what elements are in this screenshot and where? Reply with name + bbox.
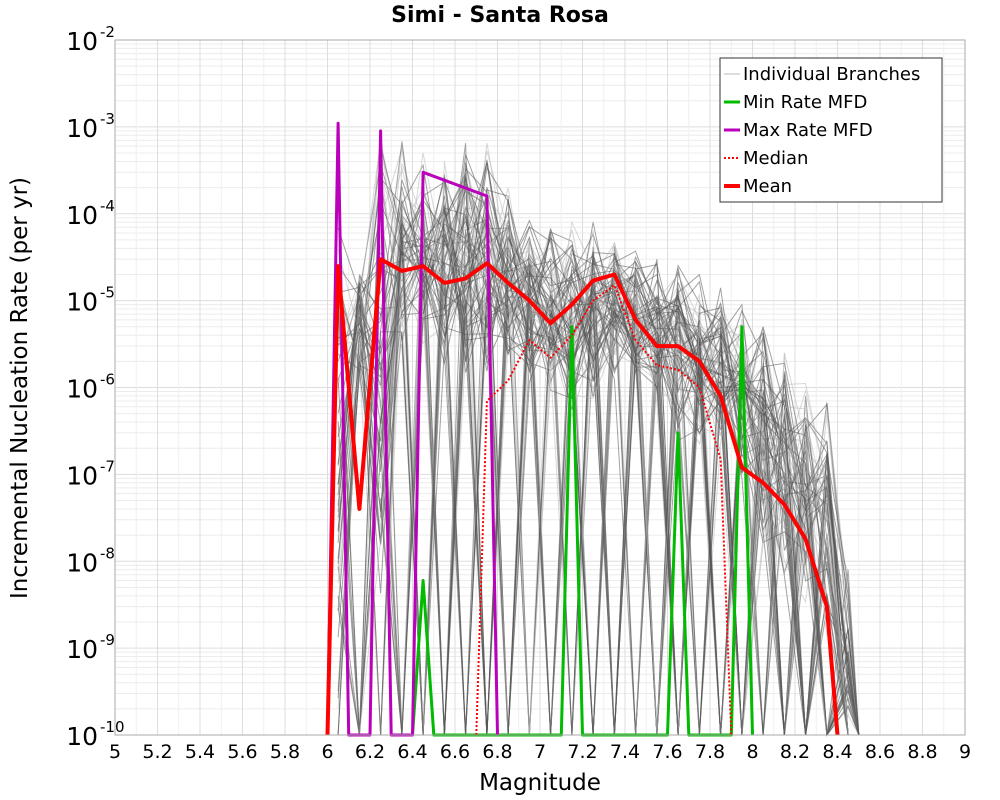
branch-line — [401, 206, 859, 736]
y-tick-base: 10 — [66, 548, 98, 577]
branch-line — [337, 154, 859, 736]
y-tick-base: 10 — [66, 114, 98, 143]
branch-line — [337, 181, 859, 736]
y-tick-label: 10 -6 — [66, 371, 115, 404]
x-tick-label: 6 — [321, 741, 333, 763]
y-tick-exponent: -2 — [100, 23, 115, 41]
y-tick-exponent: -3 — [100, 110, 115, 128]
branch-line — [337, 256, 860, 736]
legend-label: Median — [743, 148, 808, 169]
plot-frame — [114, 39, 966, 736]
x-tick-label: 5 — [109, 741, 121, 763]
x-axis-ticks: 5 5.2 5.4 5.6 5.8 6 6.2 6.4 6.6 6.8 7 7.2 7.4 7.6 7.8 8… — [109, 741, 971, 763]
y-tick-base: 10 — [66, 722, 98, 751]
y-tick-base: 10 — [66, 375, 98, 404]
y-axis-label: Incremental Nucleation Rate (per yr) — [7, 177, 33, 599]
y-tick-label: 10 -9 — [66, 631, 115, 664]
x-tick-label: 8.4 — [822, 741, 852, 763]
y-tick-exponent: -4 — [100, 197, 115, 215]
max-rate-mfd-line — [326, 121, 499, 737]
branch-line — [337, 192, 859, 736]
y-tick-label: 10 -3 — [66, 110, 115, 143]
y-tick-exponent: -7 — [100, 457, 115, 475]
y-tick-label: 10 -4 — [66, 197, 115, 230]
y-tick-base: 10 — [66, 288, 98, 317]
legend-label: Max Rate MFD — [743, 120, 873, 141]
branch-line — [337, 166, 860, 736]
x-tick-label: 5.2 — [142, 741, 172, 763]
median-line — [475, 284, 733, 736]
x-tick-label: 6.4 — [397, 741, 427, 763]
legend-label: Individual Branches — [743, 64, 920, 85]
y-tick-base: 10 — [66, 27, 98, 56]
legend: Individual Branches Min Rate MFD Max Rate … — [719, 57, 943, 203]
branch-line — [337, 249, 860, 736]
legend-box — [719, 57, 943, 203]
x-tick-label: 7.2 — [567, 741, 597, 763]
y-tick-label: 10 -5 — [66, 284, 115, 317]
x-tick-label: 8.6 — [865, 741, 895, 763]
y-tick-exponent: -6 — [100, 371, 115, 389]
x-tick-label: 5.4 — [185, 741, 215, 763]
y-tick-label: 10 -10 — [66, 718, 124, 751]
y-tick-base: 10 — [66, 635, 98, 664]
y-tick-base: 10 — [66, 461, 98, 490]
y-tick-exponent: -9 — [100, 631, 115, 649]
mean-line — [325, 257, 840, 736]
y-tick-base: 10 — [66, 201, 98, 230]
x-tick-label: 9 — [959, 741, 971, 763]
legend-label: Min Rate MFD — [743, 92, 867, 113]
x-tick-label: 7.8 — [695, 741, 725, 763]
chart-title: Simi - Santa Rosa — [391, 3, 609, 28]
x-tick-label: 7 — [534, 741, 546, 763]
y-tick-exponent: -8 — [100, 544, 115, 562]
x-tick-label: 8.8 — [907, 741, 937, 763]
x-tick-label: 7.6 — [652, 741, 682, 763]
x-tick-label: 5.6 — [227, 741, 257, 763]
legend-label: Mean — [743, 176, 792, 197]
y-tick-exponent: -10 — [100, 718, 125, 736]
x-tick-label: 8.2 — [780, 741, 810, 763]
x-tick-label: 8 — [746, 741, 758, 763]
branch-line — [401, 162, 860, 736]
y-tick-label: 10 -8 — [66, 544, 115, 577]
y-tick-label: 10 -7 — [66, 457, 115, 490]
x-tick-label: 6.8 — [482, 741, 512, 763]
branch-line — [422, 190, 859, 736]
branch-line — [337, 216, 860, 736]
y-tick-label: 10 -2 — [66, 23, 115, 56]
branch-line — [380, 152, 860, 736]
y-tick-exponent: -5 — [100, 284, 115, 302]
x-axis-label: Magnitude — [479, 770, 601, 796]
x-tick-label: 6.6 — [440, 741, 470, 763]
x-tick-label: 6.2 — [355, 741, 385, 763]
x-tick-label: 5.8 — [270, 741, 300, 763]
x-tick-label: 7.4 — [610, 741, 640, 763]
